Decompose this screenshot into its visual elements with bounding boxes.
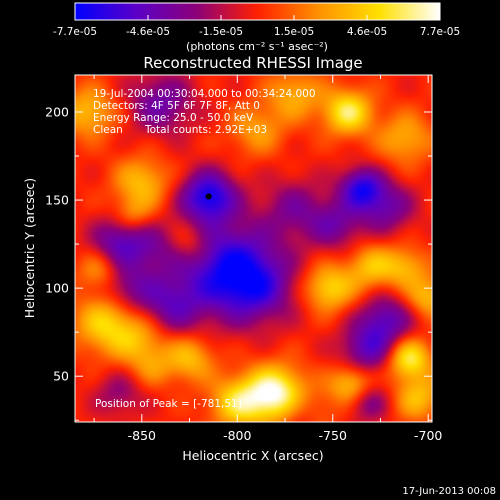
peak-position-label: Position of Peak = [-781,51] bbox=[95, 398, 242, 410]
colorbar-tick-label: -1.5e-05 bbox=[199, 26, 243, 38]
axis-ticks: -850 -800 -750 -700 50 100 150 200 bbox=[45, 75, 442, 443]
colorbar-tick-label: -7.7e-05 bbox=[53, 26, 97, 38]
chart-title: Reconstructed RHESSI Image bbox=[143, 54, 362, 72]
colorbar-unit-label: (photons cm⁻² s⁻¹ asec⁻²) bbox=[186, 40, 328, 53]
colorbar-tick-label: -4.6e-05 bbox=[126, 26, 170, 38]
y-axis-label: Heliocentric Y (arcsec) bbox=[22, 178, 37, 318]
colorbar-tick-label: 7.7e-05 bbox=[420, 26, 460, 38]
x-axis-label: Heliocentric X (arcsec) bbox=[182, 448, 323, 463]
annotation-time: 19-Jul-2004 00:30:04.000 to 00:34:24.000 bbox=[93, 88, 316, 100]
colorbar-tick-label: 1.5e-05 bbox=[274, 26, 314, 38]
x-tick-label: -750 bbox=[319, 428, 347, 443]
footer-date: 17-Jun-2013 00:08 bbox=[402, 486, 496, 497]
annotation-detectors: Detectors: 4F 5F 6F 7F 8F, Att 0 bbox=[93, 100, 260, 112]
colorbar-ticks: -7.7e-05 -4.6e-05 -1.5e-05 1.5e-05 4.6e-05 7.… bbox=[53, 15, 460, 38]
y-tick-label: 50 bbox=[53, 369, 69, 384]
y-tick-label: 100 bbox=[45, 281, 69, 296]
y-tick-label: 150 bbox=[45, 193, 69, 208]
annotation-energy: Energy Range: 25.0 - 50.0 keV bbox=[93, 112, 254, 124]
colorbar bbox=[74, 2, 441, 21]
min-marker bbox=[205, 193, 212, 200]
plot-frame bbox=[74, 74, 433, 423]
annotation-clean: Clean bbox=[93, 124, 123, 136]
x-tick-label: -700 bbox=[414, 428, 442, 443]
heatmap-image bbox=[75, 75, 432, 422]
y-tick-label: 200 bbox=[45, 104, 69, 119]
annotation-total-counts: Total counts: 2.92E+03 bbox=[144, 124, 267, 136]
x-tick-label: -800 bbox=[223, 428, 251, 443]
x-tick-label: -850 bbox=[128, 428, 156, 443]
colorbar-tick-label: 4.6e-05 bbox=[347, 26, 387, 38]
